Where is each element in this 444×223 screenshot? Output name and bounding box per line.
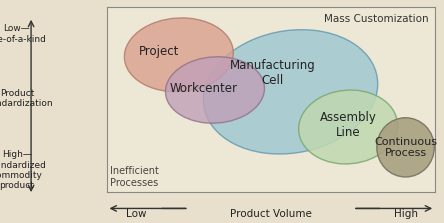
Text: High—
standardized
commodity
product: High— standardized commodity product xyxy=(0,150,46,190)
Ellipse shape xyxy=(377,118,434,177)
Ellipse shape xyxy=(124,18,233,92)
Text: Assembly
Line: Assembly Line xyxy=(320,111,377,139)
Text: Workcenter: Workcenter xyxy=(170,82,238,95)
Text: Product Volume: Product Volume xyxy=(230,209,312,219)
Ellipse shape xyxy=(166,57,265,123)
Text: Manufacturing
Cell: Manufacturing Cell xyxy=(230,59,315,87)
Text: Continuous
Process: Continuous Process xyxy=(374,136,437,158)
Text: Low: Low xyxy=(126,209,147,219)
Text: Product
Standardization: Product Standardization xyxy=(0,89,53,108)
Text: Low—
one-of-a-kind: Low— one-of-a-kind xyxy=(0,25,47,44)
Text: Mass Customization: Mass Customization xyxy=(324,14,428,24)
Ellipse shape xyxy=(299,90,397,164)
Text: Project: Project xyxy=(139,45,179,58)
Text: High: High xyxy=(393,209,417,219)
Ellipse shape xyxy=(203,30,378,154)
Text: Inefficient
Processes: Inefficient Processes xyxy=(110,167,159,188)
